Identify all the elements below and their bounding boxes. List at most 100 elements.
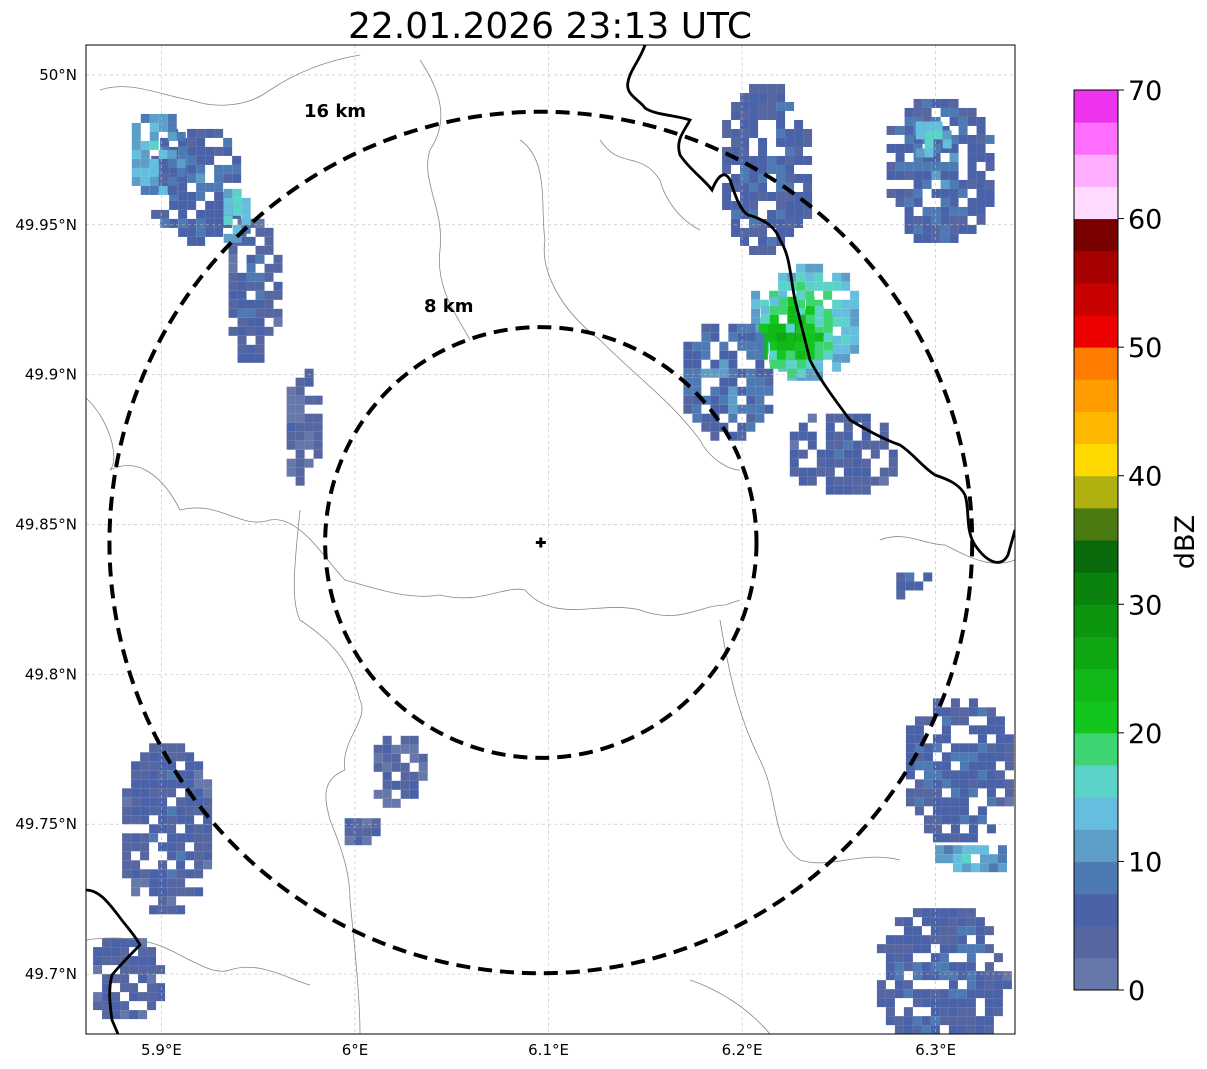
echo-pixel (805, 272, 815, 282)
echo-pixel (710, 368, 720, 378)
echo-pixel (214, 173, 224, 183)
colorbar-bin (1074, 604, 1118, 637)
echo-pixel (941, 815, 951, 825)
echo-pixel (710, 386, 720, 396)
echo-pixel (997, 854, 1007, 864)
colorbar-bins (1074, 90, 1118, 991)
echo-pixel (941, 806, 951, 816)
echo-pixel (758, 137, 768, 147)
echo-pixel (701, 323, 711, 333)
echo-pixel (158, 113, 168, 123)
echo-pixel (841, 281, 851, 291)
echo-pixel (167, 158, 177, 168)
echo-pixel (1002, 980, 1012, 990)
echo-pixel (995, 716, 1005, 726)
echo-pixel (295, 431, 305, 441)
echo-pixel (373, 744, 383, 754)
echo-pixel (167, 770, 177, 780)
echo-pixel (912, 998, 922, 1008)
echo-pixel (967, 1034, 976, 1043)
echo-pixel (843, 485, 853, 495)
echo-pixel (740, 227, 750, 237)
echo-pixel (921, 935, 931, 945)
echo-pixel (737, 386, 747, 396)
echo-pixel (949, 215, 959, 225)
echo-pixel (798, 422, 808, 432)
echo-pixel (931, 233, 941, 243)
echo-pixel (885, 962, 895, 972)
echo-pixel (886, 161, 896, 171)
echo-pixel (740, 209, 750, 219)
echo-cell (93, 938, 166, 1020)
echo-pixel (789, 449, 799, 459)
echo-pixel (737, 422, 747, 432)
echo-pixel (304, 431, 314, 441)
echo-pixel (203, 779, 213, 789)
colorbar-bin (1074, 668, 1118, 702)
echo-pixel (140, 806, 150, 816)
echo-pixel (778, 296, 788, 306)
echo-pixel (976, 179, 986, 189)
echo-pixel (228, 263, 238, 273)
echo-pixel (246, 344, 256, 354)
echo-pixel (728, 350, 738, 360)
echo-pixel (803, 191, 813, 201)
echo-pixel (176, 158, 186, 168)
echo-pixel (160, 164, 170, 174)
echo-pixel (187, 191, 197, 201)
echo-pixel (961, 854, 971, 864)
echo-pixel (400, 780, 410, 790)
echo-pixel (861, 476, 871, 486)
echo-pixel (952, 854, 962, 864)
echo-pixel (382, 798, 392, 808)
echo-pixel (823, 323, 833, 333)
echo-pixel (147, 947, 157, 957)
echo-pixel (740, 128, 750, 138)
echo-pixel (140, 761, 150, 771)
echo-pixel (776, 332, 786, 342)
ring-label-16km: 16 km (304, 101, 366, 122)
echo-pixel (719, 359, 729, 369)
echo-pixel (776, 227, 786, 237)
echo-pixel (787, 362, 797, 372)
echo-pixel (149, 905, 159, 915)
echo-pixel (932, 761, 942, 771)
echo-pixel (746, 377, 756, 387)
echo-pixel (749, 92, 759, 102)
echo-pixel (832, 272, 842, 282)
echo-pixel (758, 173, 768, 183)
echo-pixel (203, 860, 213, 870)
echo-pixel (805, 341, 815, 351)
echo-pixel (894, 953, 904, 963)
echo-pixel (949, 152, 959, 162)
echo-pixel (237, 344, 247, 354)
echo-pixel (789, 440, 799, 450)
echo-pixel (816, 467, 826, 477)
echo-pixel (203, 797, 213, 807)
echo-pixel (957, 944, 967, 954)
echo-pixel (834, 449, 844, 459)
echo-pixel (932, 698, 942, 708)
boundary-line (689, 979, 771, 1034)
echo-pixel (924, 139, 934, 149)
echo-pixel (692, 350, 702, 360)
y-tick-label: 49.8°N (25, 665, 77, 683)
echo-pixel (409, 789, 419, 799)
echo-pixel (382, 735, 392, 745)
colorbar-bin (1074, 122, 1118, 155)
colorbar-frame (1073, 89, 1119, 991)
echo-pixel (755, 332, 765, 342)
echo-pixel (975, 944, 985, 954)
echo-pixel (767, 323, 777, 333)
echo-cell (905, 698, 1014, 843)
echo-pixel (304, 368, 314, 378)
echo-pixel (140, 842, 150, 852)
echo-pixel (304, 413, 314, 423)
echo-pixel (814, 263, 824, 273)
echo-pixel (959, 788, 969, 798)
echo-pixel (895, 188, 905, 198)
echo-pixel (758, 218, 768, 228)
echo-pixel (959, 815, 969, 825)
echo-pixel (158, 122, 168, 132)
echo-pixel (894, 917, 904, 927)
